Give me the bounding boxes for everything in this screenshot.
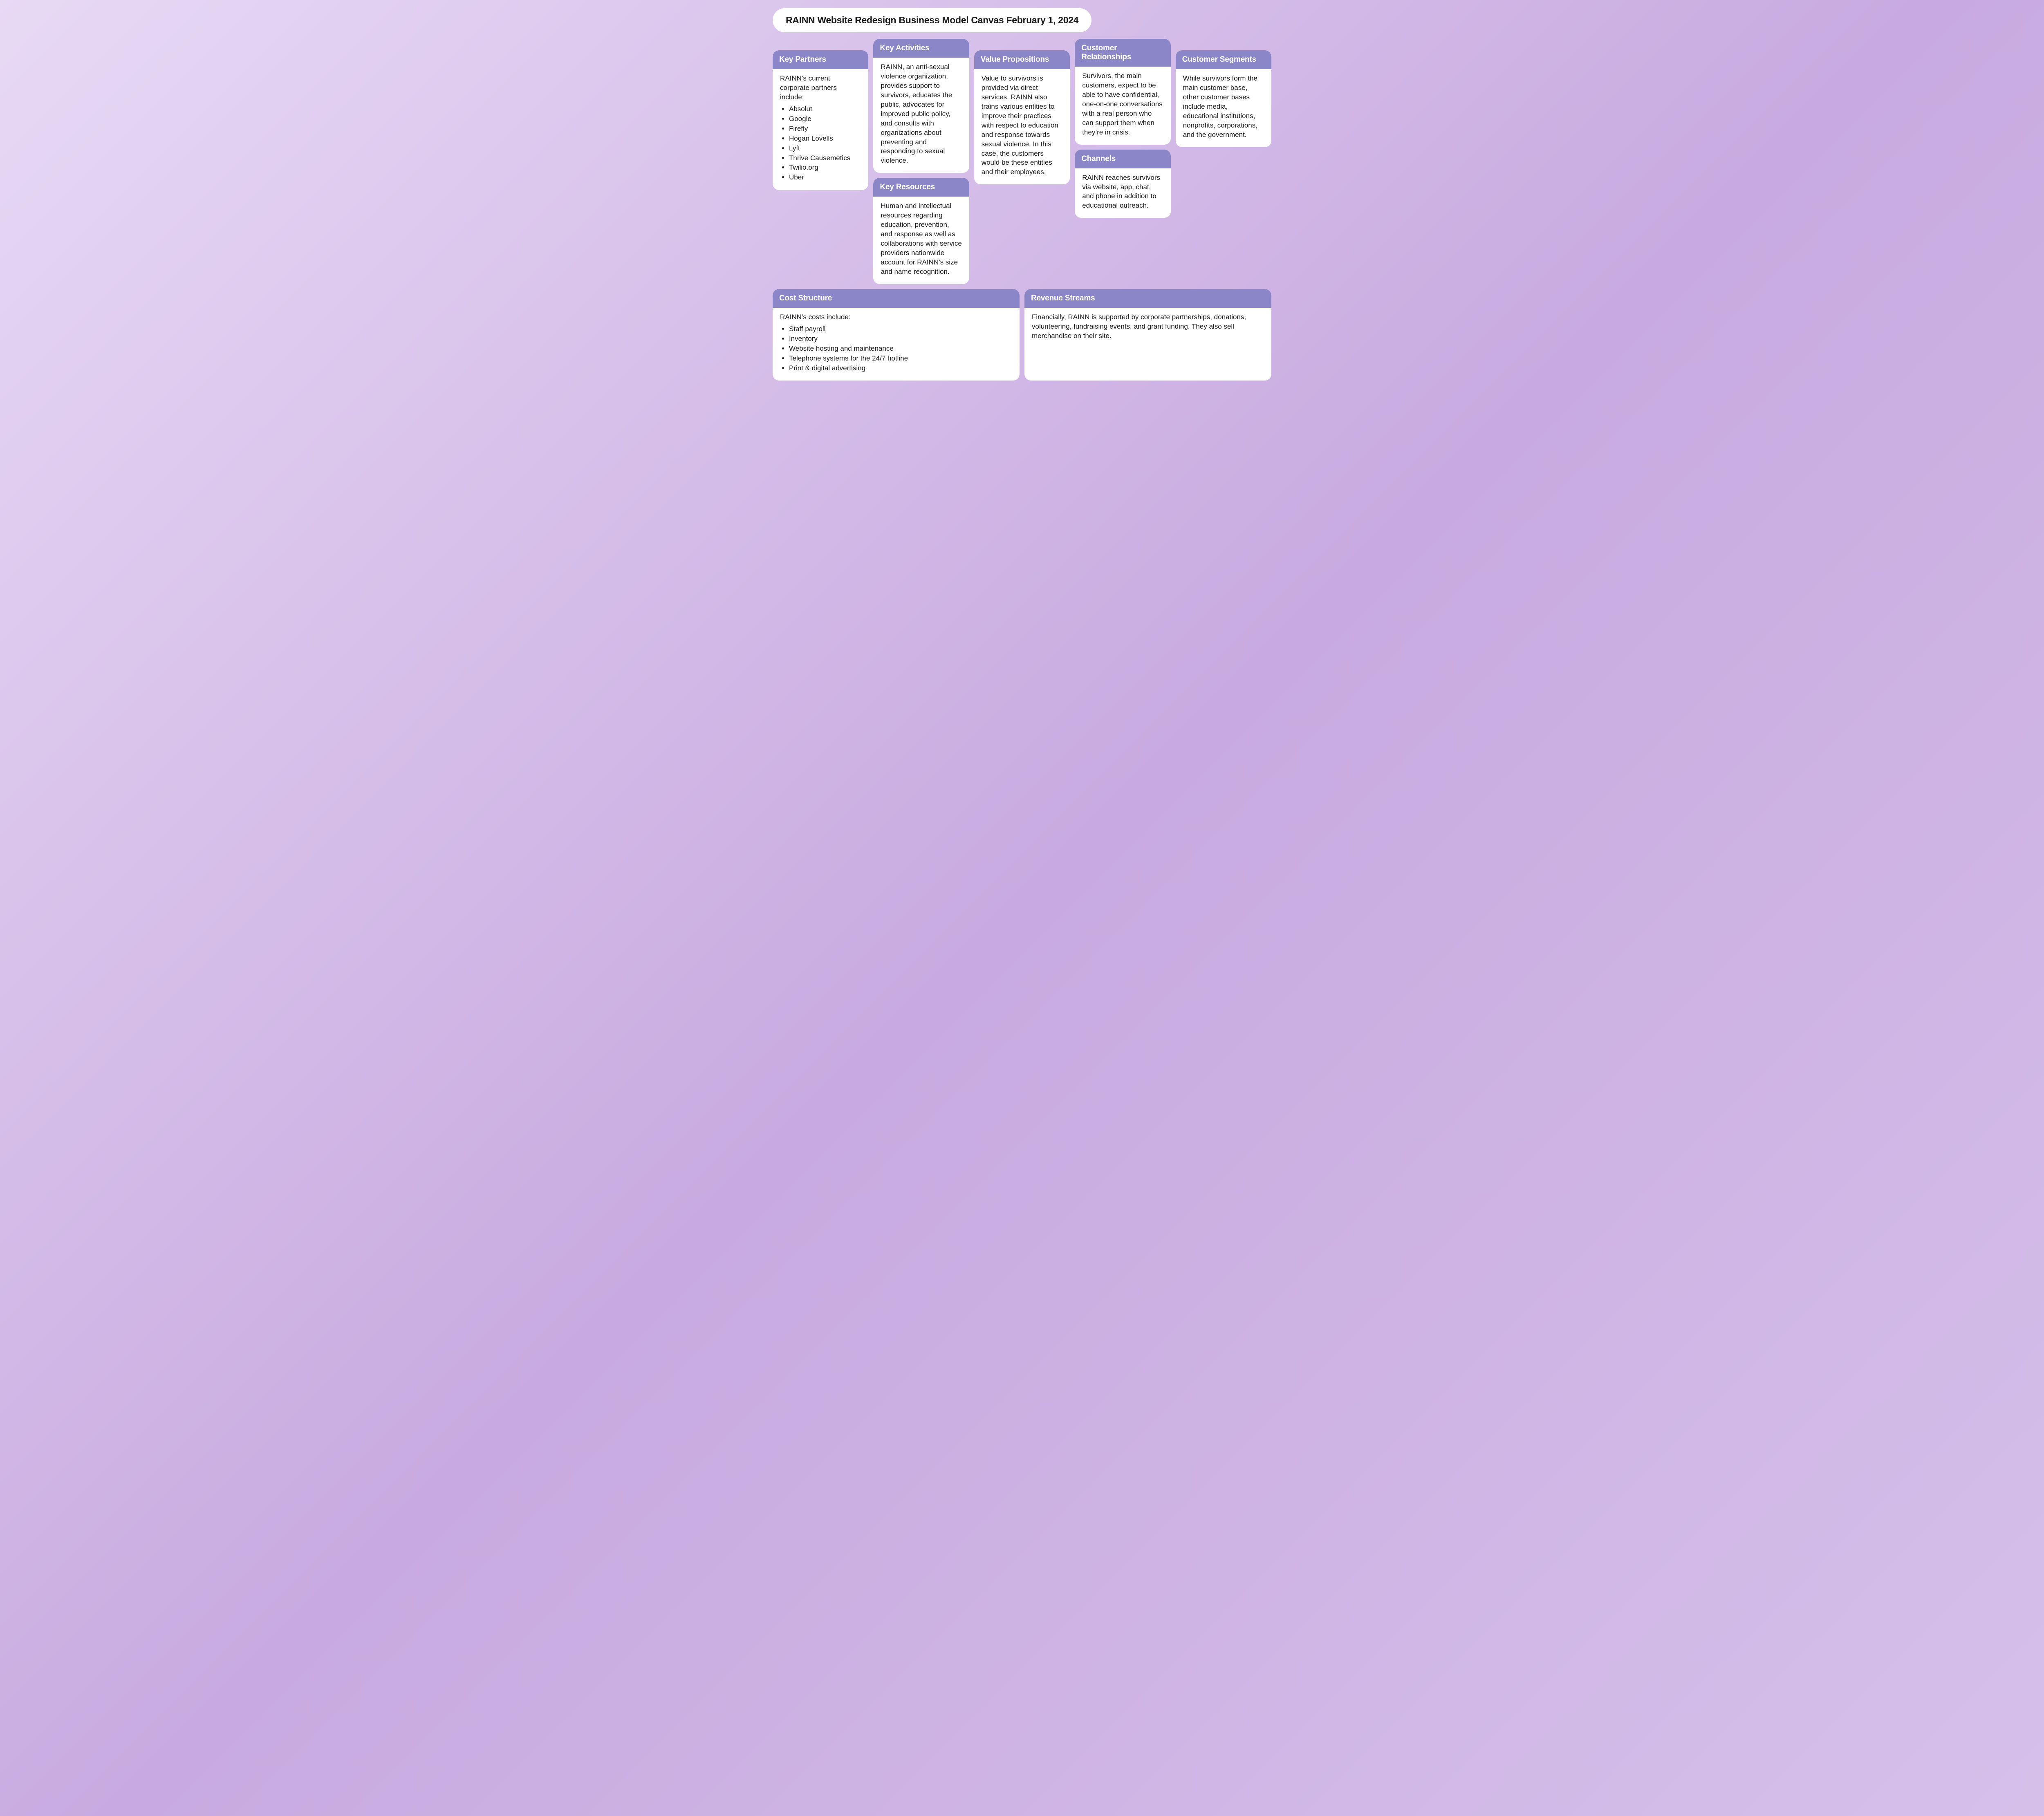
card-key-resources: Key Resources Human and intellectual res… [873, 178, 969, 284]
column-activities-resources: Key Activities RAINN, an anti-sexual vio… [873, 39, 969, 284]
list-item: Twilio.org [789, 163, 861, 172]
cost-structure-list: Staff payroll Inventory Website hosting … [780, 325, 1012, 373]
business-model-canvas: RAINN Website Redesign Business Model Ca… [773, 8, 1271, 381]
list-item: Inventory [789, 334, 1012, 344]
cost-structure-intro: RAINN’s costs include: [780, 313, 1012, 322]
title-bar: RAINN Website Redesign Business Model Ca… [773, 8, 1091, 32]
card-header-cost-structure: Cost Structure [773, 289, 1020, 308]
card-key-activities: Key Activities RAINN, an anti-sexual vio… [873, 39, 969, 173]
card-key-partners: Key Partners RAINN’s current corporate p… [773, 50, 868, 190]
column-customer-segments: Customer Segments While survivors form t… [1176, 50, 1271, 147]
card-customer-segments: Customer Segments While survivors form t… [1176, 50, 1271, 147]
card-body-channels: RAINN reaches survivors via website, app… [1075, 168, 1170, 218]
page-title: RAINN Website Redesign Business Model Ca… [786, 15, 1078, 26]
key-partners-intro: RAINN’s current corporate partners inclu… [780, 74, 861, 102]
card-customer-relationships: Customer Relationships Survivors, the ma… [1075, 39, 1170, 145]
card-header-key-resources: Key Resources [873, 178, 969, 197]
card-revenue-streams: Revenue Streams Financially, RAINN is su… [1024, 289, 1271, 381]
card-body-customer-segments: While survivors form the main customer b… [1176, 69, 1271, 147]
card-header-customer-relationships: Customer Relationships [1075, 39, 1170, 67]
list-item: Hogan Lovells [789, 134, 861, 143]
column-value-propositions: Value Propositions Value to survivors is… [974, 50, 1070, 184]
card-body-cost-structure: RAINN’s costs include: Staff payroll Inv… [773, 308, 1020, 381]
column-relationships-channels: Customer Relationships Survivors, the ma… [1075, 39, 1170, 218]
list-item: Lyft [789, 144, 861, 153]
list-item: Uber [789, 173, 861, 182]
key-partners-list: Absolut Google Firefly Hogan Lovells Lyf… [780, 105, 861, 183]
list-item: Google [789, 114, 861, 124]
card-body-value-propositions: Value to survivors is provided via direc… [974, 69, 1070, 184]
card-cost-structure: Cost Structure RAINN’s costs include: St… [773, 289, 1020, 381]
card-body-key-partners: RAINN’s current corporate partners inclu… [773, 69, 868, 190]
list-item: Telephone systems for the 24/7 hotline [789, 354, 1012, 363]
list-item: Print & digital advertising [789, 364, 1012, 373]
card-header-key-activities: Key Activities [873, 39, 969, 58]
card-value-propositions: Value Propositions Value to survivors is… [974, 50, 1070, 184]
card-channels: Channels RAINN reaches survivors via web… [1075, 150, 1170, 218]
bottom-grid: Cost Structure RAINN’s costs include: St… [773, 289, 1271, 381]
card-body-key-activities: RAINN, an anti-sexual violence organizat… [873, 58, 969, 173]
list-item: Absolut [789, 105, 861, 114]
card-body-customer-relationships: Survivors, the main customers, expect to… [1075, 67, 1170, 145]
card-header-channels: Channels [1075, 150, 1170, 168]
card-body-key-resources: Human and intellectual resources regardi… [873, 197, 969, 284]
list-item: Website hosting and maintenance [789, 344, 1012, 354]
column-key-partners: Key Partners RAINN’s current corporate p… [773, 50, 868, 190]
top-grid: Key Partners RAINN’s current corporate p… [773, 39, 1271, 284]
list-item: Thrive Causemetics [789, 154, 861, 163]
list-item: Staff payroll [789, 325, 1012, 334]
card-header-revenue-streams: Revenue Streams [1024, 289, 1271, 308]
card-body-revenue-streams: Financially, RAINN is supported by corpo… [1024, 308, 1271, 348]
card-header-key-partners: Key Partners [773, 50, 868, 69]
list-item: Firefly [789, 124, 861, 134]
card-header-value-propositions: Value Propositions [974, 50, 1070, 69]
card-header-customer-segments: Customer Segments [1176, 50, 1271, 69]
